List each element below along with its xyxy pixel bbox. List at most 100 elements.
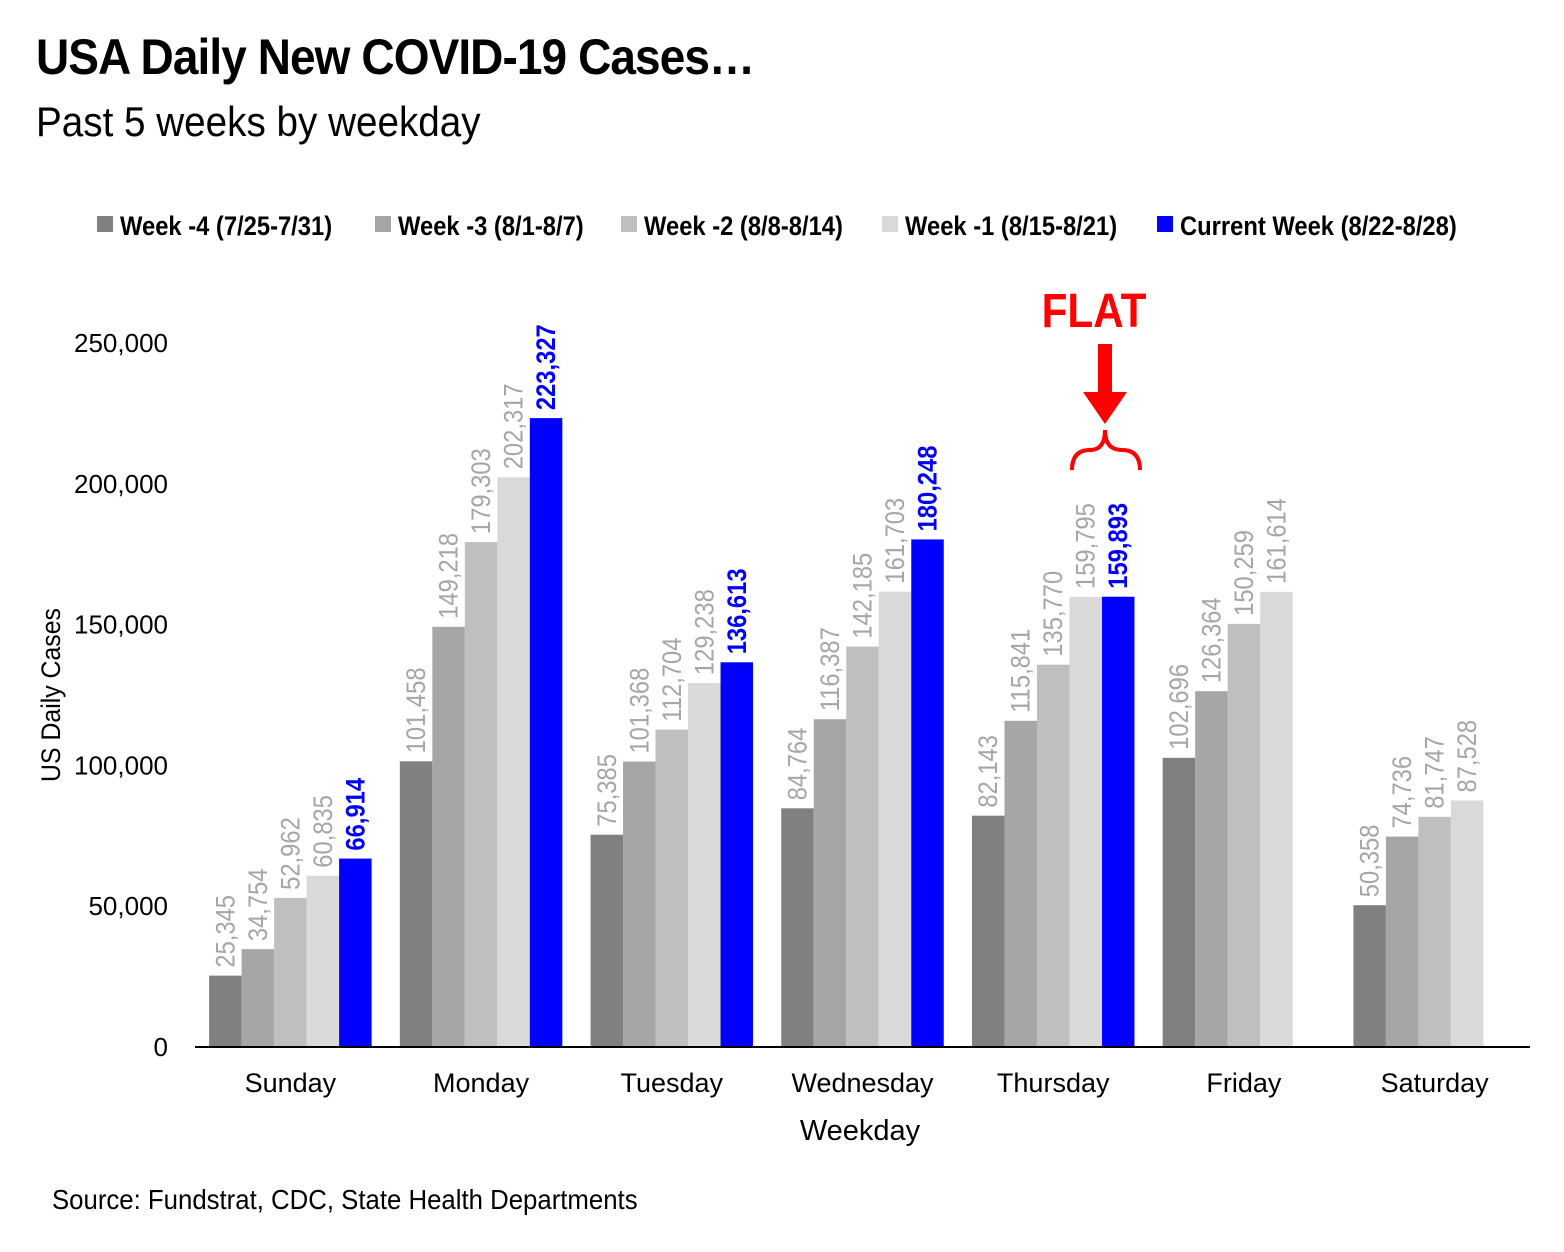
y-axis-label: US Daily Cases [37, 608, 66, 782]
data-label: 159,893 [1104, 503, 1134, 589]
data-label: 101,458 [402, 667, 432, 753]
x-tick-label: Thursday [997, 1068, 1110, 1098]
data-label: 116,387 [816, 627, 846, 711]
legend-swatch [375, 216, 391, 232]
data-label: 115,841 [1006, 629, 1036, 713]
bar-friday-series-1 [1195, 691, 1228, 1047]
legend-swatch [621, 216, 637, 232]
bar-sunday-series-1 [241, 949, 275, 1047]
y-axis: 0 50,000 100,000 150,000 200,000 250,000 [74, 328, 168, 1062]
data-label: 180,248 [913, 446, 943, 532]
bar-wednesday-series-3 [878, 591, 912, 1047]
x-tick-label: Sunday [245, 1068, 337, 1098]
legend-swatch [1157, 216, 1173, 232]
bar-wednesday-series-1 [813, 719, 847, 1047]
bar-thursday-series-1 [1004, 720, 1037, 1047]
chart-subtitle: Past 5 weeks by weekday [36, 98, 481, 145]
data-label: 52,962 [276, 817, 306, 890]
bar-wednesday-series-4 [911, 539, 944, 1047]
x-tick-label: Tuesday [621, 1068, 724, 1098]
y-tick-label: 150,000 [74, 610, 168, 640]
x-axis-label: Weekday [800, 1115, 921, 1147]
x-tick-label: Wednesday [791, 1068, 934, 1098]
data-label: 129,238 [690, 589, 720, 675]
data-label: 50,358 [1355, 825, 1385, 898]
bar-wednesday-series-2 [846, 646, 879, 1047]
bar-monday-series-3 [497, 477, 530, 1047]
bar-monday-series-2 [464, 542, 498, 1047]
bar-friday-series-0 [1162, 757, 1196, 1047]
bar-thursday-series-4 [1101, 596, 1135, 1047]
data-label: 150,259 [1230, 530, 1260, 616]
bar-friday-series-3 [1260, 591, 1293, 1047]
bar-tuesday-series-4 [720, 662, 754, 1047]
bar-thursday-series-2 [1036, 664, 1070, 1047]
down-arrow-icon [1083, 344, 1127, 424]
data-label: 101,368 [625, 668, 655, 754]
y-tick-label: 200,000 [74, 469, 168, 499]
y-tick-label: 0 [154, 1032, 168, 1062]
bar-tuesday-series-0 [590, 834, 624, 1047]
x-axis: Sunday Monday Tuesday Wednesday Thursday Frid… [195, 1046, 1530, 1098]
legend-label: Week -4 (7/25-7/31) [120, 212, 332, 242]
bar-wednesday-series-0 [781, 808, 814, 1047]
y-tick-label: 250,000 [74, 328, 168, 358]
data-label: 25,345 [211, 895, 241, 968]
flat-annotation: FLAT [1042, 283, 1147, 471]
bar-saturday-series-3 [1450, 800, 1484, 1047]
data-label: 142,185 [848, 553, 878, 639]
data-label: 81,747 [1420, 736, 1450, 809]
brace-icon [1070, 429, 1142, 471]
data-label: 179,303 [467, 448, 497, 534]
bar-monday-series-1 [432, 626, 465, 1047]
bar-tuesday-series-2 [655, 729, 689, 1047]
legend-swatch [97, 216, 113, 232]
bar-saturday-series-2 [1418, 816, 1451, 1047]
bar-monday-series-0 [399, 761, 433, 1047]
bar-tuesday-series-1 [623, 761, 656, 1047]
bar-saturday-series-0 [1353, 905, 1386, 1047]
bar-sunday-series-3 [306, 875, 340, 1047]
bar-sunday-series-2 [274, 897, 307, 1047]
data-label: 102,696 [1165, 664, 1195, 750]
chart-title: USA Daily New COVID-19 Cases… [36, 29, 755, 85]
data-label: 66,914 [341, 778, 371, 851]
data-label: 136,613 [722, 568, 752, 654]
data-label: 75,385 [592, 754, 622, 827]
data-label: 34,754 [244, 868, 274, 941]
data-label: 149,218 [434, 533, 464, 619]
data-label: 159,795 [1071, 503, 1101, 589]
data-label: 74,736 [1388, 756, 1418, 829]
legend-label: Week -2 (8/8-8/14) [644, 212, 843, 242]
data-label: 161,703 [881, 498, 911, 584]
data-label: 135,770 [1039, 571, 1069, 657]
legend-label: Current Week (8/22-8/28) [1180, 212, 1457, 242]
legend-label: Week -1 (8/15-8/21) [905, 212, 1117, 242]
x-tick-label: Monday [433, 1068, 530, 1098]
data-label: 84,764 [783, 728, 813, 801]
bar-sunday-series-0 [209, 975, 242, 1047]
data-label: 60,835 [309, 795, 339, 868]
data-label: 161,614 [1262, 498, 1292, 584]
legend-swatch [882, 216, 898, 232]
x-tick-label: Friday [1206, 1068, 1282, 1098]
bar-saturday-series-1 [1385, 836, 1419, 1047]
data-label: 202,317 [499, 383, 529, 469]
bar-sunday-series-4 [339, 858, 372, 1047]
bar-thursday-series-3 [1069, 597, 1102, 1047]
source-note: Source: Fundstrat, CDC, State Health Dep… [52, 1184, 638, 1215]
x-tick-label: Saturday [1381, 1068, 1490, 1098]
y-tick-label: 50,000 [88, 891, 168, 921]
legend: Week -4 (7/25-7/31) Week -3 (8/1-8/7) Week… [97, 212, 1457, 242]
data-label: 82,143 [974, 735, 1004, 808]
data-label: 112,704 [657, 638, 687, 722]
data-label: 223,327 [532, 324, 562, 410]
bar-friday-series-2 [1227, 623, 1261, 1047]
data-label: 87,528 [1453, 720, 1483, 793]
y-tick-label: 100,000 [74, 750, 168, 780]
legend-label: Week -3 (8/1-8/7) [398, 212, 584, 242]
flat-label: FLAT [1042, 283, 1147, 337]
bar-monday-series-4 [529, 418, 563, 1047]
